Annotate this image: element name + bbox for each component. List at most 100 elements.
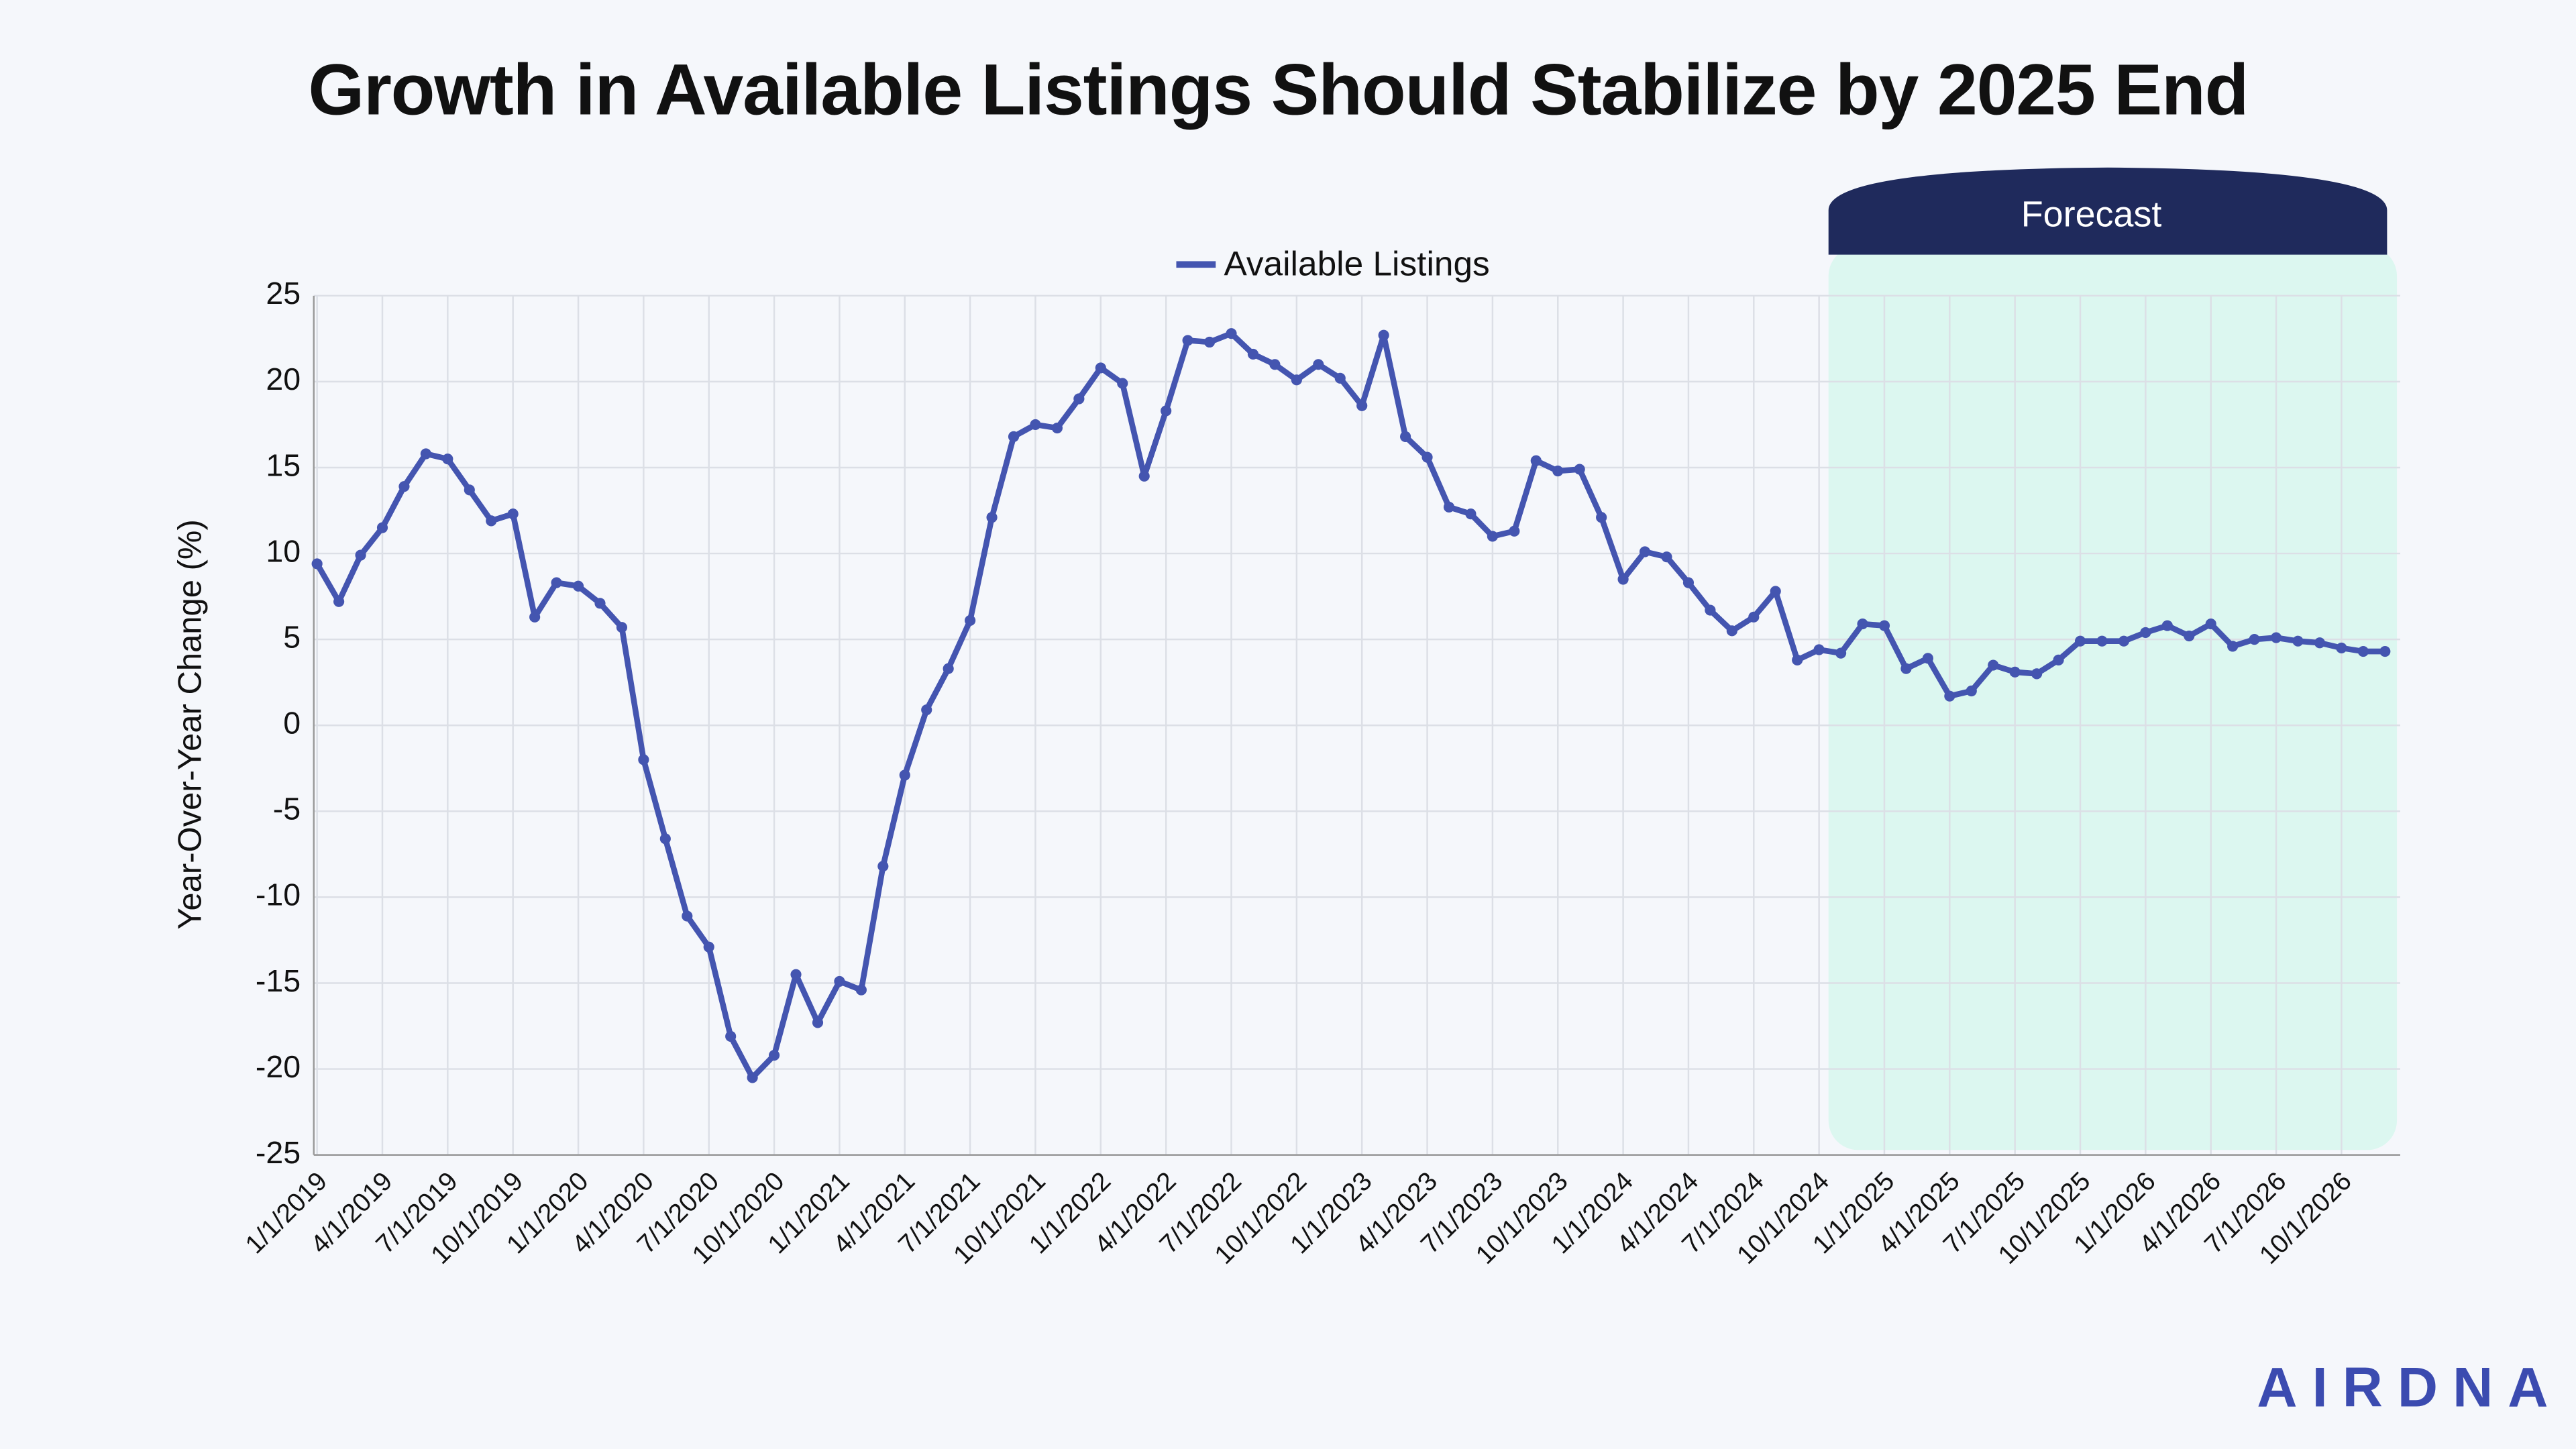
point bbox=[855, 984, 867, 996]
point bbox=[2118, 635, 2129, 647]
point bbox=[1530, 455, 1542, 466]
point bbox=[311, 558, 323, 570]
point bbox=[2184, 630, 2195, 642]
point bbox=[1247, 348, 1259, 360]
y-tick-label: 0 bbox=[283, 706, 301, 741]
point bbox=[638, 754, 649, 765]
point bbox=[507, 508, 519, 520]
point bbox=[877, 861, 889, 872]
point bbox=[834, 975, 845, 987]
point bbox=[1008, 431, 1020, 442]
point bbox=[1203, 336, 1216, 348]
point bbox=[1073, 393, 1085, 405]
point bbox=[1509, 525, 1520, 537]
point bbox=[899, 769, 910, 781]
point bbox=[747, 1072, 758, 1083]
point bbox=[921, 704, 932, 716]
point bbox=[464, 484, 475, 496]
legend-label: Available Listings bbox=[1224, 244, 1489, 282]
point bbox=[1639, 546, 1651, 557]
point bbox=[398, 481, 410, 492]
point bbox=[1900, 663, 1912, 674]
point bbox=[1574, 464, 1585, 475]
point bbox=[1748, 611, 1760, 623]
point bbox=[1922, 653, 1933, 664]
point bbox=[2161, 620, 2173, 631]
point bbox=[2270, 632, 2282, 643]
point bbox=[551, 577, 562, 588]
point bbox=[2031, 668, 2043, 680]
point bbox=[2336, 642, 2347, 654]
point bbox=[1878, 620, 1890, 631]
point bbox=[1095, 362, 1106, 374]
point bbox=[486, 515, 497, 527]
point bbox=[986, 512, 998, 523]
point bbox=[2249, 634, 2260, 645]
point bbox=[1552, 466, 1564, 477]
point bbox=[442, 453, 453, 465]
point bbox=[659, 833, 671, 845]
y-tick-label: -25 bbox=[256, 1135, 301, 1170]
point bbox=[943, 663, 954, 674]
point bbox=[1966, 685, 1977, 697]
point bbox=[333, 596, 345, 607]
point bbox=[1792, 654, 1803, 665]
point bbox=[682, 910, 693, 922]
point bbox=[1443, 501, 1455, 513]
point bbox=[1813, 644, 1825, 655]
point bbox=[1465, 508, 1477, 520]
point bbox=[725, 1030, 737, 1042]
y-tick-label: -15 bbox=[256, 963, 301, 998]
point bbox=[1138, 470, 1150, 482]
y-axis-title: Year-Over-Year Change (%) bbox=[172, 519, 208, 930]
point bbox=[594, 598, 606, 609]
point bbox=[355, 549, 366, 561]
plot bbox=[311, 328, 2391, 1083]
point bbox=[2314, 637, 2326, 649]
point bbox=[1356, 400, 1368, 411]
point bbox=[2140, 627, 2151, 638]
point bbox=[1726, 625, 1737, 637]
point bbox=[1291, 374, 1302, 386]
y-tick-label: 25 bbox=[266, 276, 301, 311]
point bbox=[1334, 372, 1346, 384]
point bbox=[1400, 431, 1411, 442]
point bbox=[1161, 405, 1172, 417]
point bbox=[1835, 647, 1847, 659]
y-tick-label: -20 bbox=[256, 1049, 301, 1084]
point bbox=[1182, 335, 1193, 346]
point bbox=[2074, 635, 2086, 647]
point bbox=[616, 622, 628, 633]
point bbox=[2292, 635, 2304, 647]
point bbox=[2379, 645, 2391, 657]
point bbox=[1487, 531, 1498, 542]
point bbox=[790, 969, 802, 980]
point bbox=[1596, 512, 1607, 523]
point bbox=[2096, 635, 2108, 647]
point bbox=[2053, 654, 2064, 665]
point bbox=[1051, 422, 1063, 434]
y-tick-label: -5 bbox=[273, 792, 301, 826]
point bbox=[769, 1049, 780, 1061]
point bbox=[1857, 619, 1868, 630]
point bbox=[965, 614, 976, 627]
point bbox=[2205, 619, 2216, 630]
y-tick-label: 10 bbox=[266, 533, 301, 568]
point bbox=[1944, 690, 1955, 702]
point bbox=[1313, 359, 1324, 370]
point bbox=[420, 448, 431, 460]
point bbox=[2227, 641, 2239, 652]
point bbox=[2009, 666, 2021, 678]
y-tick-label: 5 bbox=[283, 619, 301, 654]
point bbox=[1378, 329, 1389, 341]
logo: AIRDNA bbox=[2257, 1356, 2563, 1418]
point bbox=[572, 580, 584, 592]
point bbox=[1705, 604, 1716, 616]
point bbox=[529, 611, 541, 623]
point bbox=[1617, 574, 1629, 585]
y-tick-label: -10 bbox=[256, 877, 301, 912]
point bbox=[1269, 359, 1281, 370]
y-tick-label: 20 bbox=[266, 362, 301, 396]
point bbox=[1421, 451, 1433, 463]
